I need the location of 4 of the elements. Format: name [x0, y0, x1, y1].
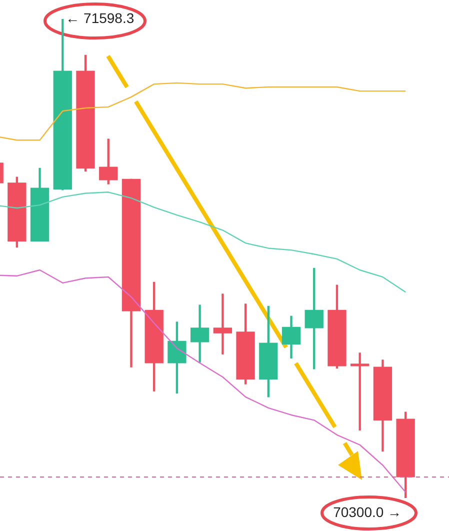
candlestick — [213, 294, 232, 354]
text: 70300.0 → — [333, 504, 402, 520]
annotation: ← 71598.3 — [66, 10, 134, 26]
candlestick — [350, 352, 370, 430]
